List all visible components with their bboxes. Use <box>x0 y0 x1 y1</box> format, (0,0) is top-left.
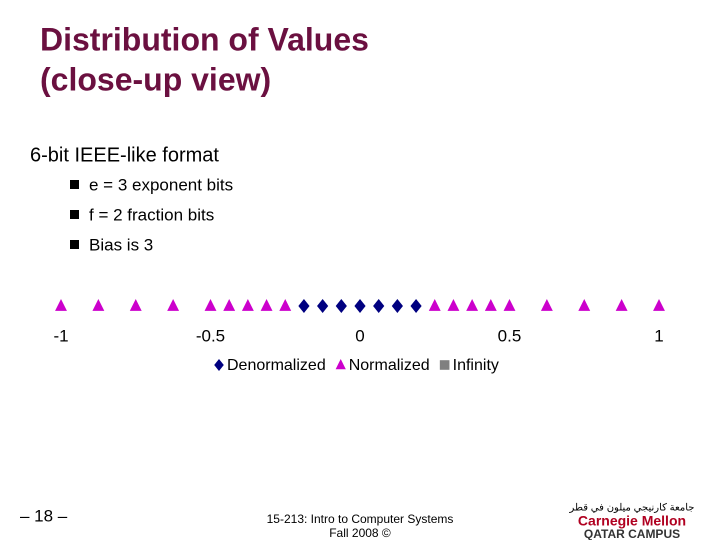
legend-label: Normalized <box>349 357 430 374</box>
point <box>92 299 105 311</box>
point <box>167 299 180 311</box>
bullet: e = 3 exponent bits <box>89 175 233 194</box>
point <box>241 299 254 311</box>
point <box>354 299 366 313</box>
point <box>428 299 441 311</box>
legend-label: Infinity <box>453 357 499 374</box>
x-tick-label: -1 <box>53 326 68 345</box>
point <box>223 299 236 311</box>
point <box>279 299 292 311</box>
page-number: – 18 – <box>20 506 68 525</box>
point <box>653 299 665 311</box>
bullet-icon <box>70 240 79 249</box>
x-tick-label: -0.5 <box>196 326 225 345</box>
course: 15-213: Intro to Computer Systems <box>267 512 454 526</box>
point <box>615 299 628 311</box>
point <box>540 299 553 311</box>
point <box>373 299 385 313</box>
point <box>55 299 67 311</box>
slide-title: (close-up view) <box>40 61 271 97</box>
bullet-icon <box>70 210 79 219</box>
x-tick-label: 0.5 <box>498 326 522 345</box>
heading: 6-bit IEEE-like format <box>30 144 219 166</box>
legend-marker <box>214 359 224 371</box>
point <box>204 299 217 311</box>
point <box>447 299 460 311</box>
logo: Carnegie Mellon <box>578 513 686 529</box>
legend-marker <box>335 359 346 370</box>
logo: جامعة كارنيجي ميلون في قطر <box>569 503 695 514</box>
point <box>317 299 329 313</box>
x-tick-label: 1 <box>654 326 663 345</box>
point <box>503 299 516 311</box>
legend-label: Denormalized <box>227 357 326 374</box>
point <box>391 299 403 313</box>
point <box>578 299 591 311</box>
bullet: Bias is 3 <box>89 235 153 254</box>
point <box>335 299 347 313</box>
course: Fall 2008 © <box>329 526 391 540</box>
legend-marker <box>439 360 450 370</box>
logo: QATAR CAMPUS <box>584 527 680 540</box>
x-tick-label: 0 <box>355 326 364 345</box>
point <box>410 299 422 313</box>
bullet-icon <box>70 180 79 189</box>
slide-title: Distribution of Values <box>40 21 369 57</box>
point <box>466 299 479 311</box>
point <box>298 299 310 313</box>
point <box>484 299 497 311</box>
point <box>260 299 273 311</box>
point <box>129 299 142 311</box>
bullet: f = 2 fraction bits <box>89 205 214 224</box>
